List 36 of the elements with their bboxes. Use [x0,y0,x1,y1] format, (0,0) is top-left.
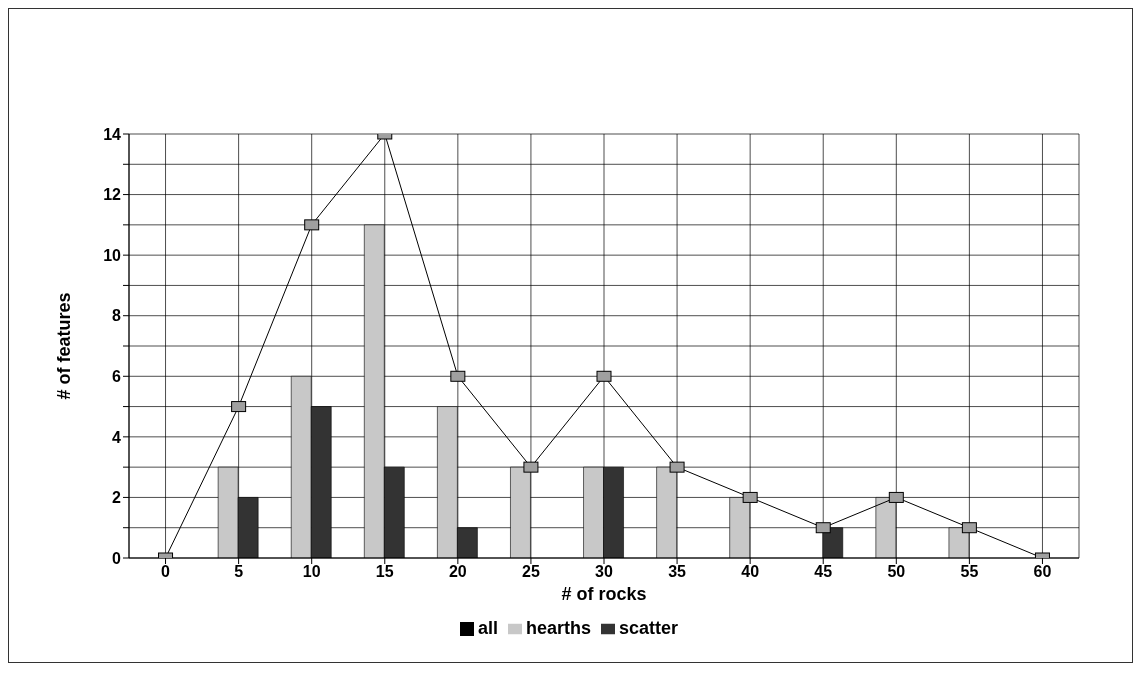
x-tick-label: 20 [448,563,467,581]
y-tick-label: 4 [112,428,122,446]
x-tick-label: 25 [522,563,540,581]
y-tick-label: 8 [112,307,122,325]
point [450,370,466,382]
y-tick-label: 0 [112,549,122,567]
point [815,522,831,534]
x-tick-label: 5 [234,563,244,581]
x-tick-label: 60 [1033,563,1052,581]
point [523,461,539,473]
y-tick-label: 12 [103,186,122,204]
x-tick-label: 55 [960,563,979,581]
y-tick-label: 2 [112,489,122,507]
legend-label: all [477,618,498,638]
x-tick-label: 45 [814,563,833,581]
point [961,522,977,534]
point [304,219,320,231]
point [596,370,612,382]
x-tick-label: 0 [161,563,171,581]
point [669,461,685,473]
y-tick-label: 6 [112,367,122,385]
legend-label: hearths [525,618,591,638]
y-axis-title: # of features [54,292,75,400]
point [888,491,904,503]
x-tick-label: 15 [375,563,394,581]
point [742,491,758,503]
x-tick-label: 10 [302,563,321,581]
x-tick-label: 40 [741,563,760,581]
x-axis-title: # of rocks [561,584,647,604]
x-tick-label: 50 [887,563,906,581]
point [231,401,247,413]
x-tick-label: 35 [668,563,687,581]
y-tick-label: 14 [103,125,122,143]
y-tick-label: 10 [103,246,122,264]
legend-label: scatter [619,618,679,638]
x-tick-label: 30 [595,563,613,581]
